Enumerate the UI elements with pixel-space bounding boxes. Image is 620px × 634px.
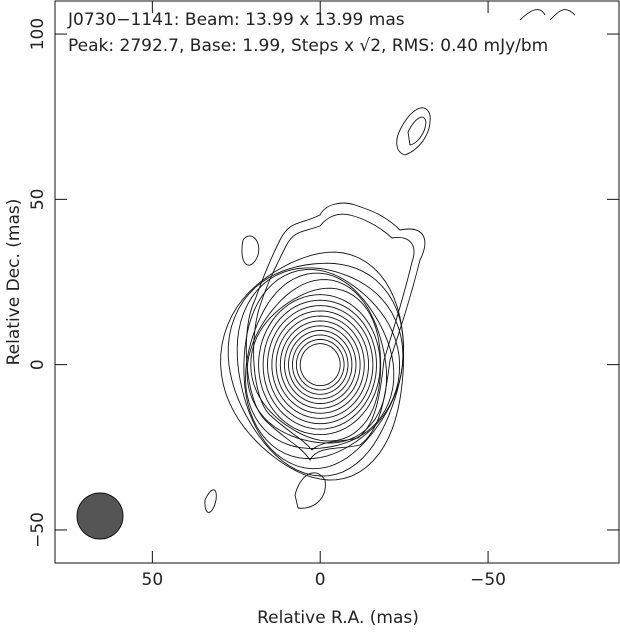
contour bbox=[271, 310, 370, 419]
y-tick-label: −50 bbox=[28, 512, 48, 548]
x-tick-label: 50 bbox=[142, 570, 164, 590]
beam bbox=[76, 492, 124, 540]
contour bbox=[519, 9, 576, 21]
contour bbox=[295, 338, 345, 391]
contour bbox=[292, 334, 349, 395]
contour bbox=[241, 235, 260, 266]
contour bbox=[288, 330, 353, 400]
contour bbox=[236, 267, 404, 470]
contour bbox=[262, 299, 377, 430]
contour bbox=[407, 116, 427, 146]
plot-frame bbox=[54, 0, 620, 564]
title-line: Peak: 2792.7, Base: 1.99, Steps x √2, RM… bbox=[68, 36, 548, 56]
y-tick-label: 50 bbox=[28, 189, 48, 211]
contour bbox=[220, 251, 405, 481]
contour bbox=[283, 325, 357, 404]
contour bbox=[275, 315, 365, 414]
x-tick-label: 0 bbox=[315, 570, 326, 590]
x-axis-label: Relative R.A. (mas) bbox=[257, 608, 419, 628]
contour bbox=[243, 269, 401, 460]
contour bbox=[250, 287, 382, 442]
contour bbox=[253, 213, 415, 451]
contour bbox=[245, 202, 426, 461]
contour bbox=[246, 279, 388, 444]
y-tick-label: 0 bbox=[28, 359, 48, 370]
contour bbox=[294, 472, 326, 509]
y-tick-label: 100 bbox=[28, 18, 48, 50]
x-tick-label: −50 bbox=[470, 570, 506, 590]
contour bbox=[227, 262, 405, 477]
contour bbox=[258, 294, 381, 436]
contour bbox=[204, 489, 217, 513]
contour bbox=[279, 320, 361, 409]
contour bbox=[245, 272, 395, 449]
contours bbox=[204, 9, 576, 513]
contour bbox=[267, 305, 374, 425]
title-line: J0730−1141: Beam: 13.99 x 13.99 mas bbox=[67, 10, 405, 30]
y-axis-label: Relative Dec. (mas) bbox=[4, 199, 24, 366]
contour bbox=[396, 107, 431, 156]
contour bbox=[299, 343, 341, 387]
